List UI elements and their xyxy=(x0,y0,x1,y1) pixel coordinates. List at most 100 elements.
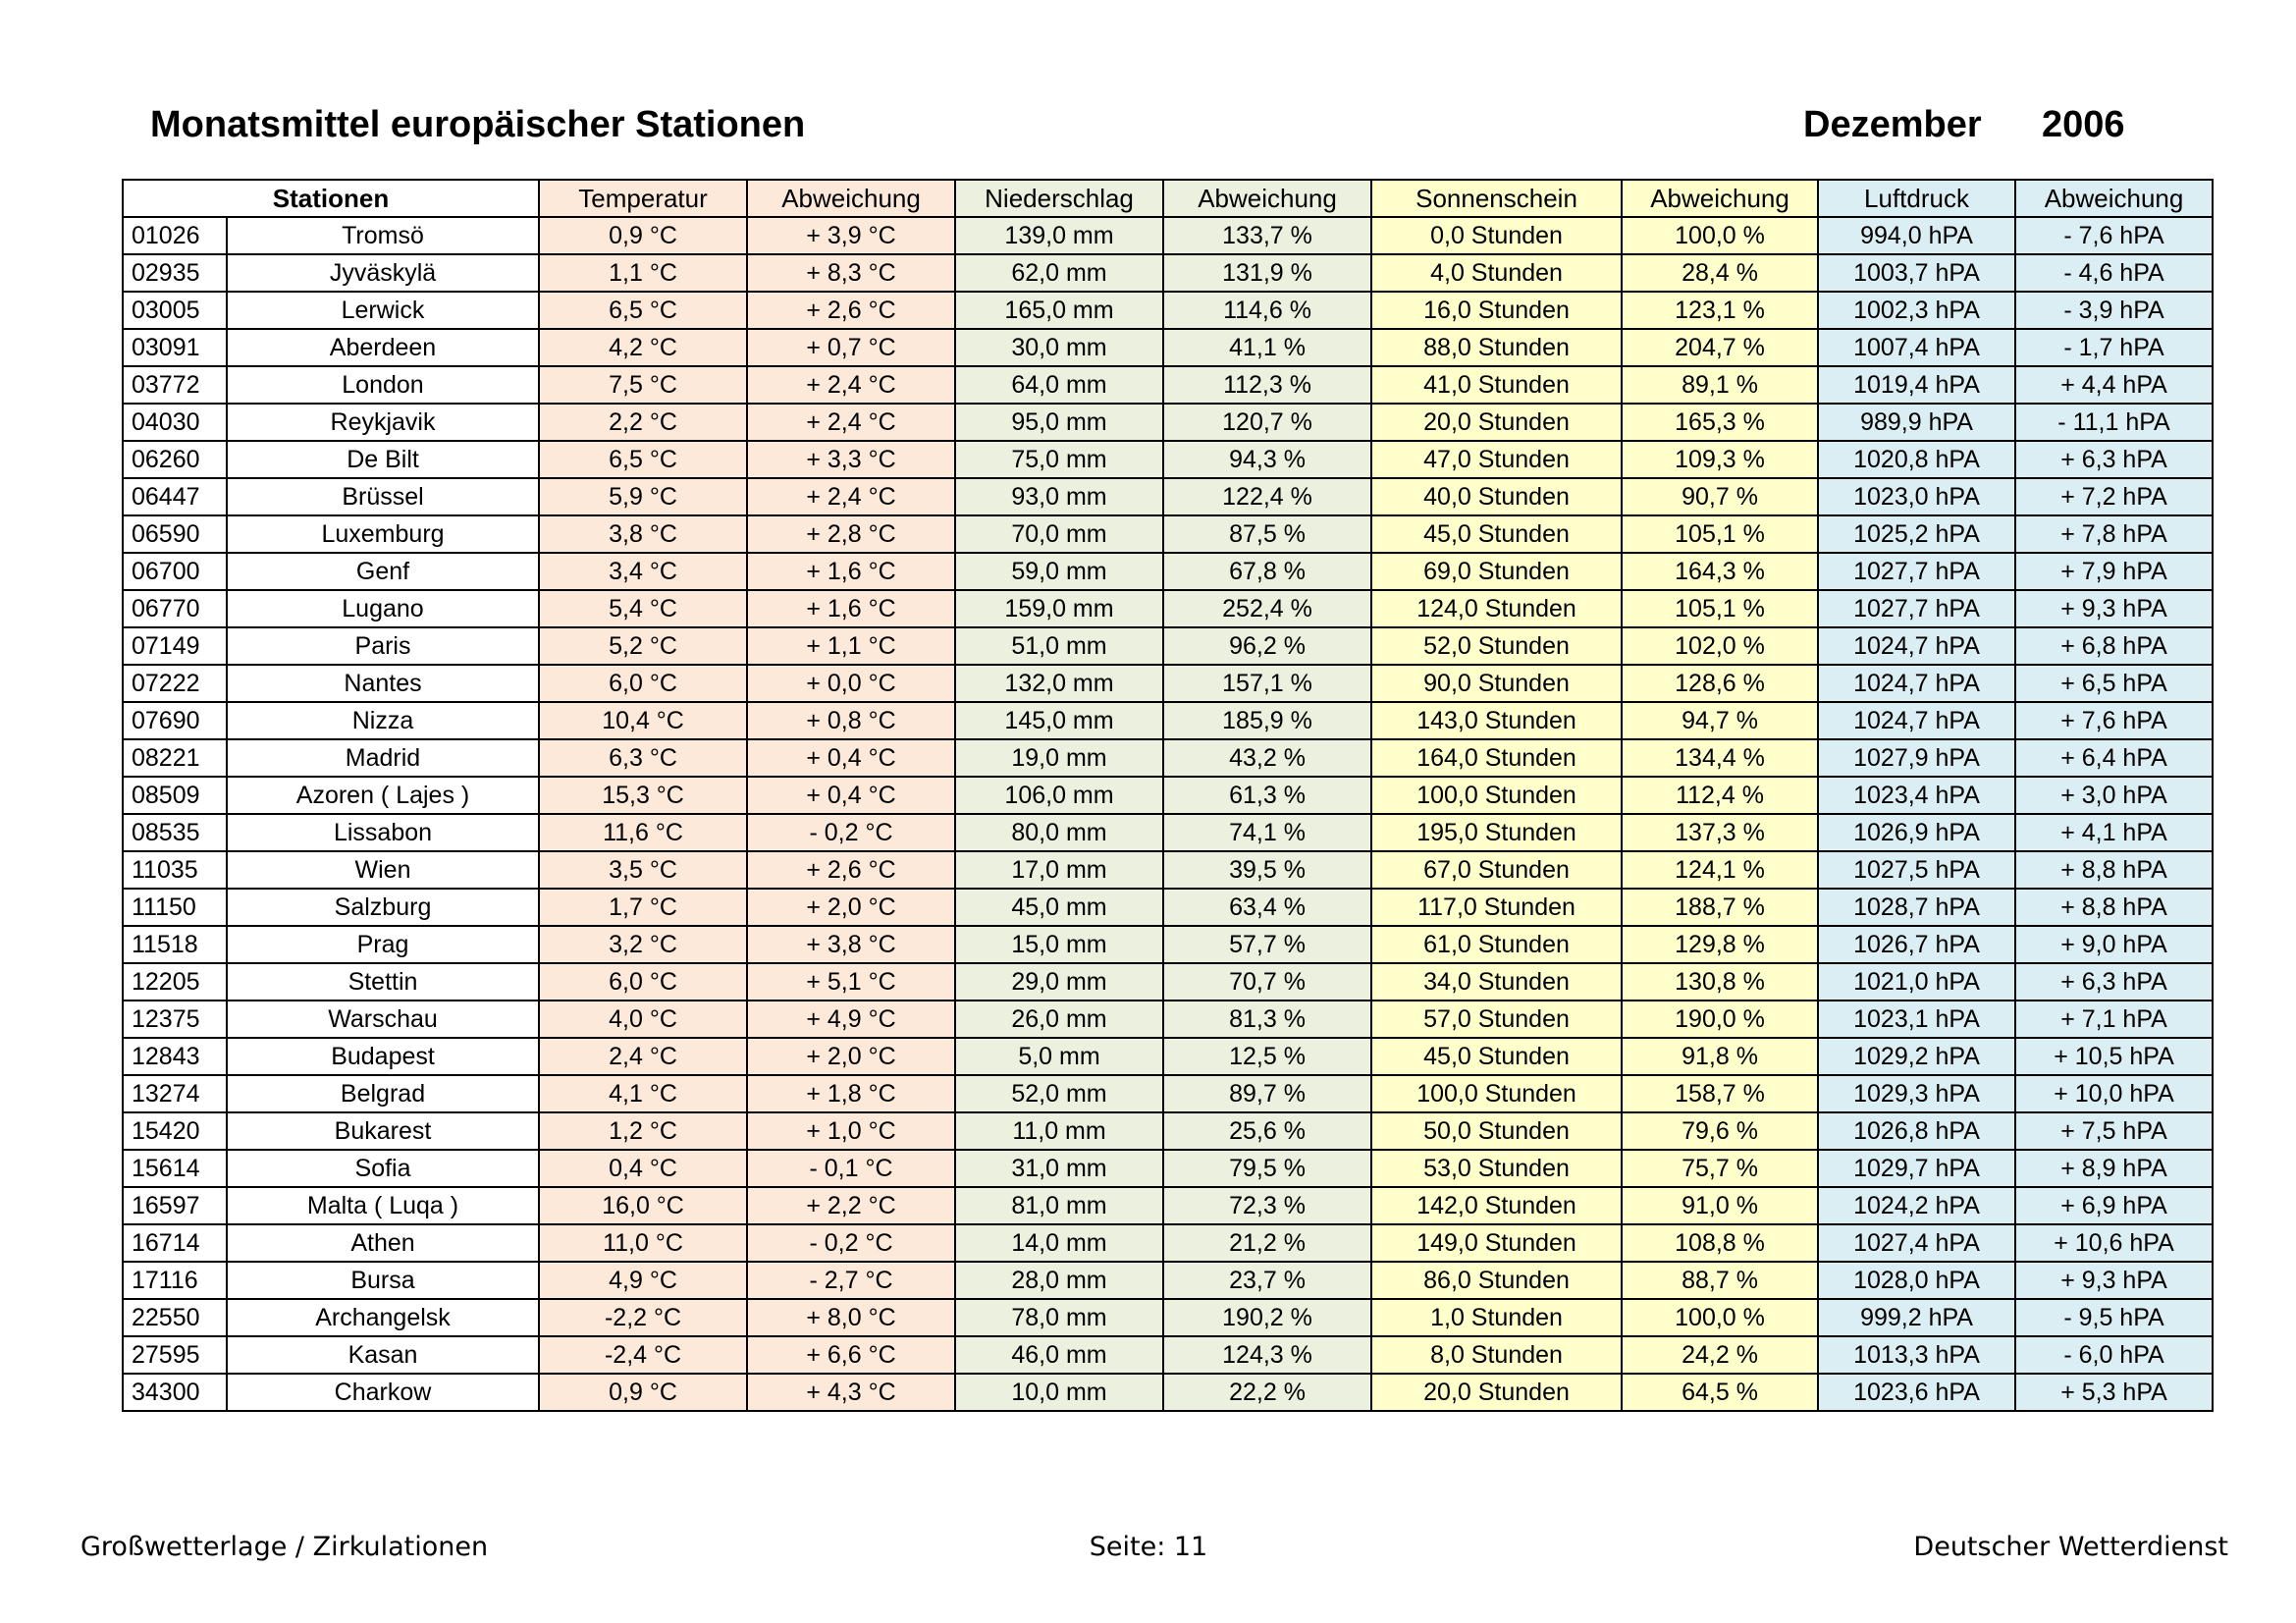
cell: 994,0 hPA xyxy=(1817,216,2017,255)
table-row: 15614 Sofia 0,4 °C - 0,1 °C 31,0 mm 79,5 % 53,… xyxy=(122,1149,2215,1188)
cell: 124,1 % xyxy=(1621,850,1820,890)
cell: 149,0 Stunden xyxy=(1370,1223,1624,1263)
cell: -2,2 °C xyxy=(538,1298,749,1337)
cell: 57,7 % xyxy=(1162,925,1373,964)
station-name: Brüssel xyxy=(225,477,541,516)
cell: + 3,3 °C xyxy=(746,440,957,479)
station-name: Wien xyxy=(225,850,541,890)
column-header: Abweichung xyxy=(746,179,957,218)
cell: 10,4 °C xyxy=(538,701,749,740)
station-id: 06447 xyxy=(122,477,228,516)
cell: 6,5 °C xyxy=(538,291,749,330)
cell: 87,5 % xyxy=(1162,514,1373,554)
cell: 96,2 % xyxy=(1162,626,1373,666)
cell: 80,0 mm xyxy=(954,813,1165,852)
cell: 117,0 Stunden xyxy=(1370,888,1624,927)
cell: 1028,7 hPA xyxy=(1817,888,2017,927)
station-name: Aberdeen xyxy=(225,328,541,367)
station-name: Lugano xyxy=(225,589,541,628)
cell: 78,0 mm xyxy=(954,1298,1165,1337)
cell: 2,4 °C xyxy=(538,1037,749,1076)
cell: + 6,5 hPA xyxy=(2014,664,2215,703)
table-row: 03772 London 7,5 °C + 2,4 °C 64,0 mm 112,3 % 4… xyxy=(122,365,2215,405)
cell: 190,2 % xyxy=(1162,1298,1373,1337)
station-name: Genf xyxy=(225,552,541,591)
table-row: 01026 Tromsö 0,9 °C + 3,9 °C 139,0 mm 133,7 %… xyxy=(122,216,2215,255)
table-row: 12843 Budapest 2,4 °C + 2,0 °C 5,0 mm 12,5 % 4… xyxy=(122,1037,2215,1076)
cell: 1023,1 hPA xyxy=(1817,1000,2017,1039)
cell: 3,4 °C xyxy=(538,552,749,591)
station-id: 07690 xyxy=(122,701,228,740)
cell: + 1,6 °C xyxy=(746,589,957,628)
cell: + 6,3 hPA xyxy=(2014,440,2215,479)
cell: 53,0 Stunden xyxy=(1370,1149,1624,1188)
cell: 69,0 Stunden xyxy=(1370,552,1624,591)
cell: 165,3 % xyxy=(1621,403,1820,442)
cell: 143,0 Stunden xyxy=(1370,701,1624,740)
station-id: 22550 xyxy=(122,1298,228,1337)
cell: 1024,7 hPA xyxy=(1817,626,2017,666)
cell: 30,0 mm xyxy=(954,328,1165,367)
cell: + 8,9 hPA xyxy=(2014,1149,2215,1188)
cell: 12,5 % xyxy=(1162,1037,1373,1076)
column-header: Temperatur xyxy=(538,179,749,218)
cell: 124,3 % xyxy=(1162,1335,1373,1375)
cell: 1027,7 hPA xyxy=(1817,589,2017,628)
cell: 252,4 % xyxy=(1162,589,1373,628)
column-header: Luftdruck xyxy=(1817,179,2017,218)
cell: 90,7 % xyxy=(1621,477,1820,516)
cell: + 2,6 °C xyxy=(746,291,957,330)
cell: 129,8 % xyxy=(1621,925,1820,964)
table-row: 07149 Paris 5,2 °C + 1,1 °C 51,0 mm 96,2 % 52,… xyxy=(122,626,2215,666)
cell: + 1,6 °C xyxy=(746,552,957,591)
cell: 89,1 % xyxy=(1621,365,1820,405)
column-header: Niederschlag xyxy=(954,179,1165,218)
cell: 1021,0 hPA xyxy=(1817,962,2017,1001)
station-name: Bursa xyxy=(225,1261,541,1300)
cell: - 0,2 °C xyxy=(746,813,957,852)
station-id: 07149 xyxy=(122,626,228,666)
station-name: Nantes xyxy=(225,664,541,703)
cell: 15,3 °C xyxy=(538,776,749,815)
cell: + 0,7 °C xyxy=(746,328,957,367)
cell: 159,0 mm xyxy=(954,589,1165,628)
footer-left: Großwetterlage / Zirkulationen xyxy=(80,1532,489,1562)
cell: 51,0 mm xyxy=(954,626,1165,666)
cell: 23,7 % xyxy=(1162,1261,1373,1300)
cell: - 6,0 hPA xyxy=(2014,1335,2215,1375)
cell: 62,0 mm xyxy=(954,253,1165,293)
cell: 57,0 Stunden xyxy=(1370,1000,1624,1039)
cell: 132,0 mm xyxy=(954,664,1165,703)
cell: 989,9 hPA xyxy=(1817,403,2017,442)
station-id: 06770 xyxy=(122,589,228,628)
cell: 45,0 mm xyxy=(954,888,1165,927)
station-name: Nizza xyxy=(225,701,541,740)
cell: 130,8 % xyxy=(1621,962,1820,1001)
footer-center: Seite: 11 xyxy=(1089,1532,1208,1562)
cell: 137,3 % xyxy=(1621,813,1820,852)
cell: 6,3 °C xyxy=(538,738,749,778)
station-id: 12843 xyxy=(122,1037,228,1076)
cell: 61,3 % xyxy=(1162,776,1373,815)
table-row: 34300 Charkow 0,9 °C + 4,3 °C 10,0 mm 22,2 % 2… xyxy=(122,1373,2215,1412)
cell: 75,0 mm xyxy=(954,440,1165,479)
cell: + 10,6 hPA xyxy=(2014,1223,2215,1263)
cell: 41,0 Stunden xyxy=(1370,365,1624,405)
cell: 5,4 °C xyxy=(538,589,749,628)
cell: 50,0 Stunden xyxy=(1370,1111,1624,1151)
cell: 6,0 °C xyxy=(538,664,749,703)
cell: + 4,9 °C xyxy=(746,1000,957,1039)
cell: 7,5 °C xyxy=(538,365,749,405)
column-header: Abweichung xyxy=(2014,179,2215,218)
cell: 1002,3 hPA xyxy=(1817,291,2017,330)
cell: 1029,3 hPA xyxy=(1817,1074,2017,1113)
station-id: 08535 xyxy=(122,813,228,852)
station-name: Malta ( Luqa ) xyxy=(225,1186,541,1225)
cell: 1027,5 hPA xyxy=(1817,850,2017,890)
cell: 1029,2 hPA xyxy=(1817,1037,2017,1076)
cell: + 2,0 °C xyxy=(746,1037,957,1076)
cell: 142,0 Stunden xyxy=(1370,1186,1624,1225)
cell: 4,1 °C xyxy=(538,1074,749,1113)
cell: 164,0 Stunden xyxy=(1370,738,1624,778)
table-row: 07222 Nantes 6,0 °C + 0,0 °C 132,0 mm 157,1 %… xyxy=(122,664,2215,703)
